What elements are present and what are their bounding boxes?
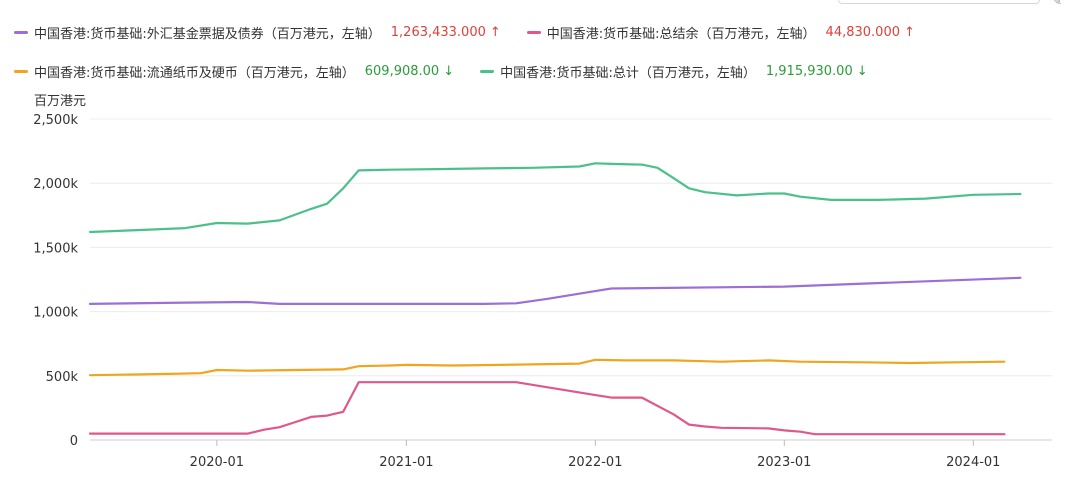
legend-swatch [14,30,28,34]
legend-row-1: 中国香港:货币基础:外汇基金票据及债券（百万港元，左轴） 1,263,433.0… [14,22,941,42]
legend-value: 609,908.00 [364,63,440,79]
legend-label: 中国香港:货币基础:流通纸币及硬币（百万港元，左轴） [34,65,355,81]
x-tick-label: 2020-01 [190,455,244,470]
series-line-2 [88,358,1006,377]
series-line-1 [88,276,1022,305]
chart-legend: 中国香港:货币基础:外汇基金票据及债券（百万港元，左轴） 1,263,433.0… [0,0,1080,90]
settings-icon[interactable]: ✎ [1051,0,1062,8]
legend-item-fx-bills[interactable]: 中国香港:货币基础:外汇基金票据及债券（百万港元，左轴） 1,263,433.0… [14,23,501,42]
legend-value: 1,915,930.00 [765,63,853,79]
y-tick-label: 500k [46,370,79,385]
y-tick-label: 2,000k [33,177,78,192]
y-axis-unit-label: 百万港元 [34,94,87,109]
series-line-3 [88,381,1006,436]
x-tick-label: 2021-01 [379,455,433,470]
legend-value: 44,830.000 [825,24,900,40]
arrow-up-icon: ↑ [903,24,915,40]
x-tick-label: 2023-01 [757,455,811,470]
x-tick-label: 2022-01 [568,455,622,470]
legend-value: 1,263,433.000 [390,24,486,40]
legend-row-2: 中国香港:货币基础:流通纸币及硬币（百万港元，左轴） 609,908.00 ↓ … [14,61,894,81]
y-tick-label: 2,500k [33,113,78,128]
x-tick-label: 2024-01 [946,455,1000,470]
arrow-down-icon: ↓ [856,63,868,79]
legend-swatch [480,69,495,73]
y-tick-label: 1,500k [33,241,78,256]
y-tick-label: 1,000k [33,306,78,321]
arrow-down-icon: ↓ [443,63,455,79]
legend-label: 中国香港:货币基础:外汇基金票据及债券（百万港元，左轴） [34,26,381,42]
legend-item-total[interactable]: 中国香港:货币基础:总计（百万港元，左轴） 1,915,930.00 ↓ [480,62,868,81]
legend-item-currency[interactable]: 中国香港:货币基础:流通纸币及硬币（百万港元，左轴） 609,908.00 ↓ [14,62,454,81]
legend-swatch [14,69,28,73]
series-line-0 [88,162,1022,234]
legend-item-aggregate-balance[interactable]: 中国香港:货币基础:总结余（百万港元，左轴） 44,830.000 ↑ [526,23,915,42]
legend-label: 中国香港:货币基础:总计（百万港元，左轴） [500,65,756,81]
y-tick-label: 0 [70,434,78,449]
legend-swatch [526,30,541,34]
arrow-up-icon: ↑ [489,24,501,40]
legend-label: 中国香港:货币基础:总结余（百万港元，左轴） [546,26,816,42]
